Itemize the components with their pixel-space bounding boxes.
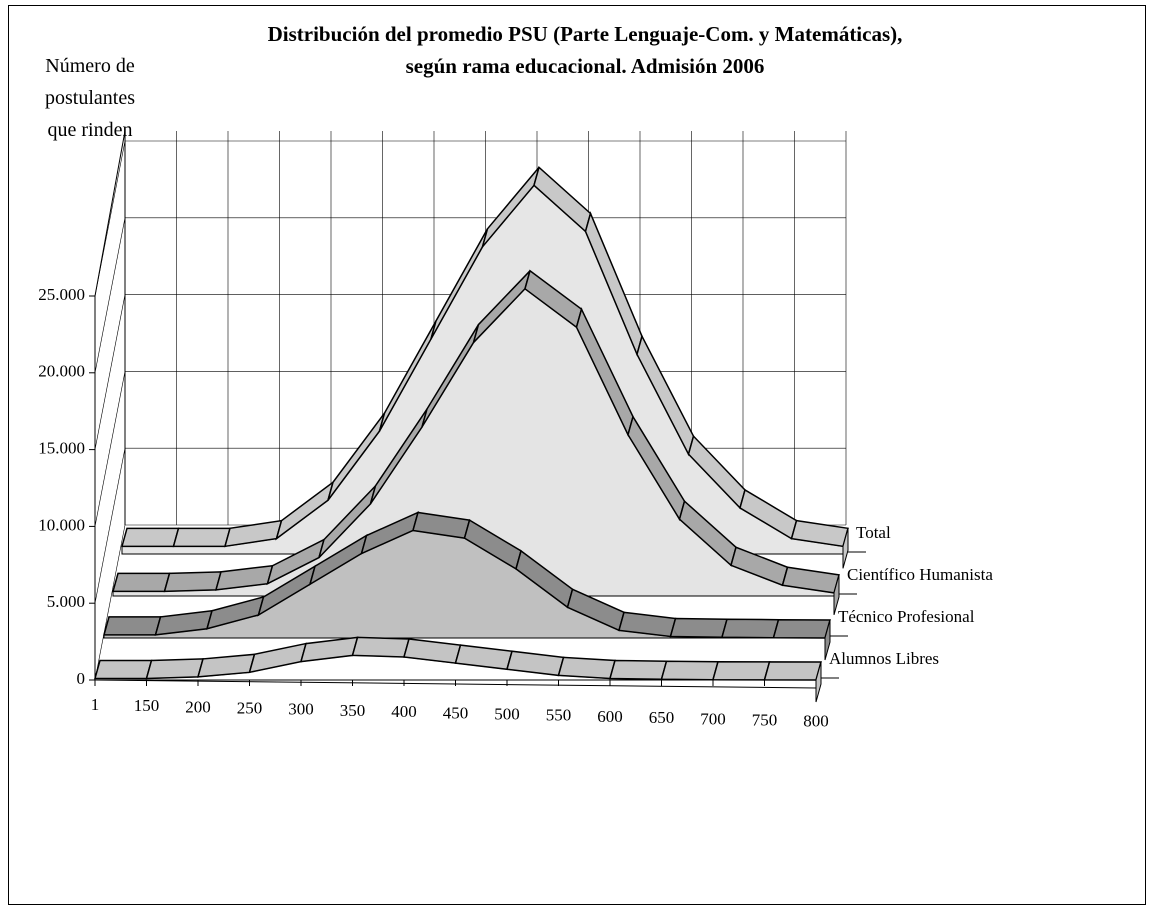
axis [94, 679, 817, 689]
ribbon-segment [351, 636, 410, 658]
grid-line [94, 448, 126, 604]
ribbon-segment [163, 571, 222, 593]
x-tick-label: 400 [391, 702, 417, 721]
x-tick-label: 450 [443, 703, 469, 722]
ribbon-segment [721, 618, 780, 639]
legend-label: Técnico Profesional [838, 607, 975, 626]
ribbon-segment [772, 618, 831, 639]
x-tick-label: 350 [340, 701, 366, 720]
y-axis-label: Número de postulantes que rinden [45, 55, 135, 141]
y-tick-label: 20.000 [38, 362, 85, 381]
frame [8, 5, 1146, 905]
x-tick-label: 650 [649, 708, 675, 727]
x-tick-label: 200 [185, 697, 211, 716]
x-tick-label: 250 [237, 699, 263, 718]
legend-label: Científico Humanista [847, 565, 993, 584]
x-tick-label: 550 [546, 706, 572, 725]
x-tick-label: 150 [134, 696, 160, 715]
ribbon-segment [557, 656, 616, 680]
ribbon-segment [660, 660, 719, 681]
y-tick-label: 10.000 [38, 515, 85, 534]
ribbon-segment [103, 616, 162, 636]
ribbon-segment [763, 661, 822, 681]
ribbon-segment [172, 527, 231, 548]
x-tick-label: 600 [597, 707, 623, 726]
ribbon-segment [669, 617, 728, 638]
x-tick-label: 750 [752, 711, 778, 730]
grid-line [94, 294, 126, 450]
ribbon-end [824, 619, 831, 661]
x-tick-label: 700 [700, 709, 726, 728]
y-tick-label: 15.000 [38, 439, 85, 458]
x-tick-label: 300 [288, 700, 314, 719]
x-tick-label: 500 [494, 705, 520, 724]
grid-line [94, 217, 126, 373]
grid-line [94, 524, 126, 681]
ribbon-segment [609, 659, 668, 680]
ribbon-segment [712, 660, 771, 681]
x-tick-label: 1 [91, 695, 100, 714]
legend-label: Total [856, 523, 891, 542]
ribbon-end [815, 661, 822, 703]
legend-label: Alumnos Libres [829, 649, 939, 668]
ribbon-segment [121, 527, 180, 548]
chart-title: Distribución del promedio PSU (Parte Len… [267, 22, 903, 78]
y-tick-label: 0 [77, 669, 86, 688]
ribbon-end [842, 528, 849, 569]
x-tick-label: 800 [803, 712, 829, 731]
y-tick-label: 5.000 [47, 592, 85, 611]
axis [94, 130, 126, 297]
grid-line [94, 371, 126, 527]
y-tick-label: 25.000 [38, 285, 85, 304]
ribbon-segment [94, 659, 153, 680]
ribbon-end [833, 574, 840, 616]
ribbon-segment [112, 572, 171, 593]
ribbon-segment [145, 658, 204, 680]
